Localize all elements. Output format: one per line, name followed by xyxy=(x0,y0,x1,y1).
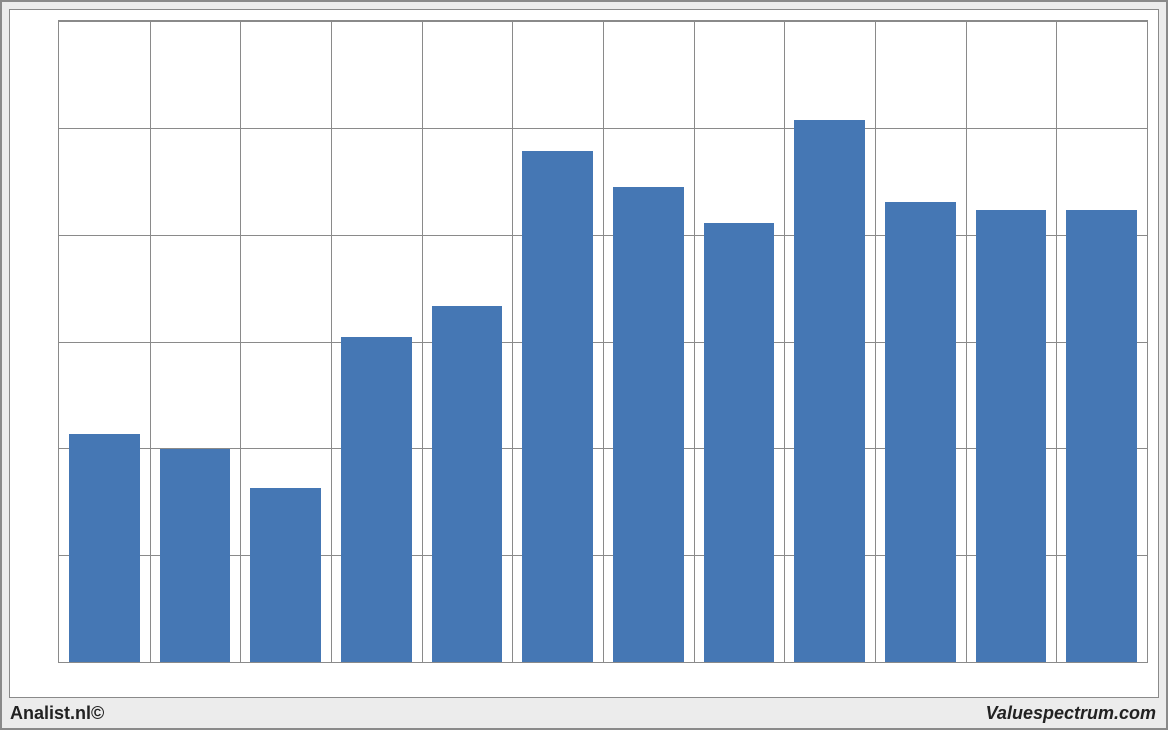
gridline-v xyxy=(875,21,876,662)
gridline-v xyxy=(331,21,332,662)
chart-panel: 0102030405060200620072008200920102011201… xyxy=(9,9,1159,698)
footer-right: Valuespectrum.com xyxy=(986,703,1156,724)
gridline-v xyxy=(512,21,513,662)
gridline-v xyxy=(240,21,241,662)
bar xyxy=(341,337,412,662)
footer-left: Analist.nl© xyxy=(10,703,104,724)
plot-area: 0102030405060200620072008200920102011201… xyxy=(58,20,1148,663)
bar xyxy=(704,223,775,662)
bar xyxy=(69,434,140,662)
gridline-v xyxy=(422,21,423,662)
bar xyxy=(794,120,865,662)
gridline-v xyxy=(966,21,967,662)
bar xyxy=(160,449,231,662)
bar xyxy=(613,187,684,662)
bar xyxy=(1066,210,1137,662)
bar xyxy=(885,202,956,662)
chart-frame: 0102030405060200620072008200920102011201… xyxy=(0,0,1168,730)
gridline-v xyxy=(784,21,785,662)
gridline-v xyxy=(603,21,604,662)
bar xyxy=(250,488,321,662)
gridline-v xyxy=(150,21,151,662)
bar xyxy=(976,210,1047,662)
gridline-v xyxy=(694,21,695,662)
bar xyxy=(432,306,503,662)
gridline-v xyxy=(1056,21,1057,662)
bar xyxy=(522,151,593,662)
